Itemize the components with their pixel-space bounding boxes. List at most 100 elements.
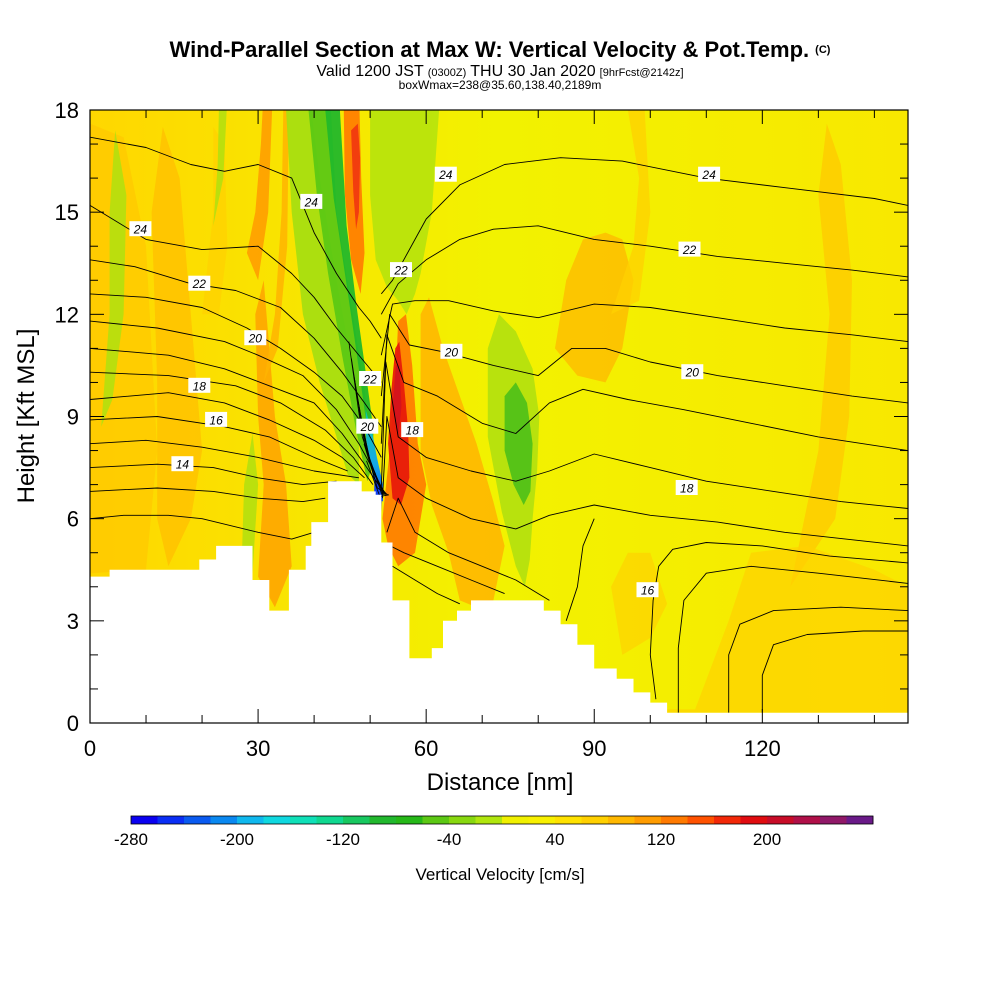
colorbar-swatch	[263, 816, 291, 824]
theta-contour-6	[90, 371, 374, 485]
velocity-blob-17	[392, 365, 402, 437]
colorbar-tick-label: -200	[220, 830, 254, 849]
theta-contour-12	[90, 514, 315, 540]
potential-temperature-contours	[90, 136, 908, 713]
contour-label-17: 14	[171, 456, 194, 472]
colorbar-swatch	[820, 816, 847, 824]
theta-contour-7	[90, 392, 365, 479]
contour-label-1: 24	[300, 193, 323, 209]
velocity-blob-6	[241, 433, 259, 577]
contour-label-text: 22	[192, 277, 207, 291]
contour-label-bg	[440, 343, 463, 359]
contour-label-15: 16	[205, 411, 228, 427]
contour-label-bg	[434, 166, 457, 182]
contour-label-bg	[678, 241, 701, 257]
y-tick-label: 12	[55, 302, 79, 327]
colorbar-swatch	[449, 816, 476, 824]
theta-contour-1	[90, 205, 382, 383]
theta-contour-11	[90, 487, 326, 503]
contour-label-bg	[681, 364, 704, 380]
colorbar-swatch	[131, 816, 158, 824]
colorbar-swatch	[475, 816, 503, 824]
velocity-blob-4	[213, 110, 227, 226]
contour-label-text: 22	[362, 373, 377, 387]
contour-label-text: 24	[701, 168, 716, 182]
contour-label-bg	[205, 411, 228, 427]
colorbar-swatch	[687, 816, 715, 824]
chart-title: Wind-Parallel Section at Max W: Vertical…	[170, 37, 831, 62]
theta-contour-8	[90, 416, 348, 472]
velocity-blob-21	[555, 232, 634, 383]
x-axis-title: Distance [nm]	[427, 769, 574, 796]
colorbar-swatch	[793, 816, 821, 824]
theta-contour-24	[649, 542, 908, 700]
y-tick-label: 3	[67, 609, 79, 634]
y-tick-label: 6	[67, 507, 79, 532]
colorbar-tick-label: 120	[647, 830, 675, 849]
theta-contour-25	[677, 565, 908, 713]
colorbar-swatch	[184, 816, 211, 824]
contour-label-bg	[171, 456, 194, 472]
y-tick-label: 18	[55, 98, 79, 123]
contour-label-13: 18	[401, 422, 424, 438]
colorbar-swatch	[528, 816, 556, 824]
x-tick-label: 60	[414, 736, 438, 761]
contour-label-bg	[675, 480, 698, 495]
x-tick-label: 120	[744, 736, 781, 761]
contour-label-text: 24	[133, 223, 148, 237]
theta-contour-18	[380, 361, 908, 509]
contour-label-text: 20	[248, 332, 263, 346]
contour-label-text: 24	[304, 195, 319, 209]
chart-subtitle-box: boxWmax=238@35.60,138.40,2189m	[399, 78, 602, 92]
contour-label-0: 24	[129, 221, 152, 237]
chart-subtitle: Valid 1200 JST (0300Z) THU 30 Jan 2020 [9hr…	[316, 63, 683, 80]
y-tick-label: 15	[55, 200, 79, 225]
colorbar-tick-label: 40	[546, 830, 565, 849]
colorbar-tick-label: -40	[437, 830, 462, 849]
contour-label-text: 18	[406, 424, 420, 438]
contour-label-9: 20	[681, 364, 704, 380]
theta-contour-15	[380, 300, 908, 356]
colorbar-tick-label: 200	[753, 830, 781, 849]
contour-label-14: 18	[675, 480, 698, 496]
colorbar-swatch	[290, 816, 317, 824]
velocity-blob-1	[101, 130, 127, 427]
contour-label-text: 20	[360, 420, 375, 434]
contour-label-8: 20	[440, 343, 463, 359]
theta-contour-17	[380, 334, 908, 452]
velocity-blob-24	[661, 545, 908, 713]
contour-label-text: 14	[176, 458, 190, 472]
contour-label-text: 16	[209, 413, 223, 427]
colorbar-swatch	[237, 816, 264, 824]
theta-contour-23	[565, 518, 595, 621]
colorbar-swatch	[422, 816, 450, 824]
contour-label-3: 24	[698, 166, 721, 182]
velocity-blob-8	[263, 110, 289, 383]
contour-label-bg	[300, 193, 323, 209]
velocity-blob-23	[790, 123, 852, 587]
contour-label-5: 22	[390, 262, 412, 278]
y-tick-label: 9	[67, 405, 79, 430]
theta-contour-5	[90, 347, 379, 485]
contour-label-text: 22	[682, 243, 697, 257]
colorbar-swatch	[714, 816, 741, 824]
colorbar-swatch	[846, 816, 874, 824]
colorbar-swatch	[581, 816, 609, 824]
velocity-blob-20	[504, 382, 533, 505]
contour-label-text: 22	[393, 264, 408, 278]
contour-label-text: 20	[685, 366, 700, 380]
colorbar-swatch	[316, 816, 344, 824]
contour-labels: 24 24 24 24 22 22 22 20 20 20 22 20 18 18 18 16 16 14	[129, 166, 721, 598]
axis-ticks: 0 30 60 90 120 0 3 6 9 12 15 18	[55, 98, 908, 761]
colorbar-tick-label: -280	[114, 830, 148, 849]
contour-label-bg	[390, 262, 412, 278]
theta-contour-gap-6	[363, 443, 389, 496]
contour-label-bg	[401, 422, 424, 438]
colorbar-swatch	[555, 816, 582, 824]
theta-contour-16	[380, 313, 908, 404]
theta-contour-19	[382, 416, 908, 547]
contour-label-16: 16	[636, 582, 659, 598]
colorbar-swatch	[608, 816, 635, 824]
colorbar: -280 -200 -120 -40 40 120 200	[114, 815, 874, 849]
